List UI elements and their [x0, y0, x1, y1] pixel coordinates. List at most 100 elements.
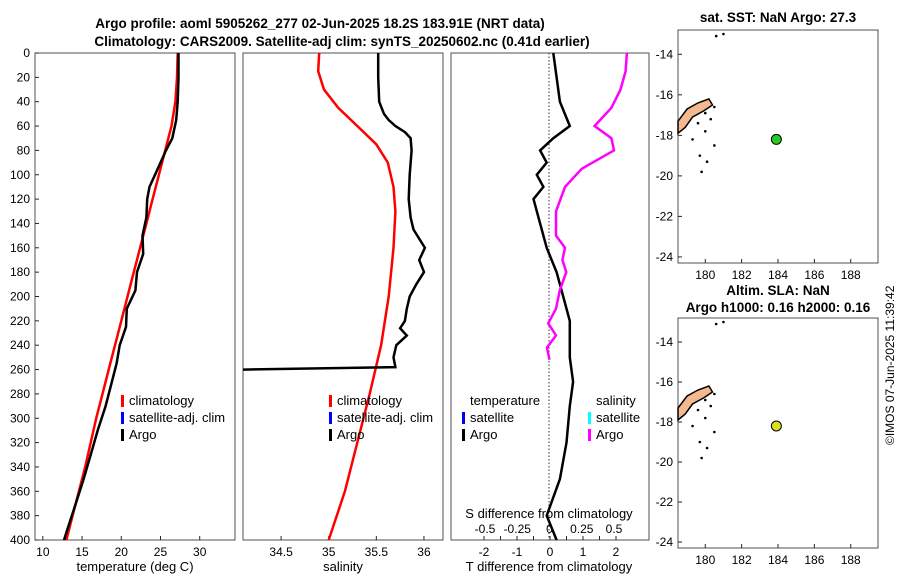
legend-swatch-climatology — [329, 395, 332, 407]
temperature-axis-ticks: 10 15 20 25 30 — [36, 536, 207, 559]
depth-tick-label: 320 — [10, 436, 30, 450]
sla-map-axes-box — [677, 317, 879, 549]
small-island — [705, 446, 709, 450]
small-island — [705, 160, 709, 163]
small-island — [709, 404, 713, 408]
depth-tick-label: 100 — [10, 168, 30, 182]
temperature-xlabel: temperature (deg C) — [76, 559, 193, 574]
figure-title-line2: Climatology: CARS2009. Satellite-adj cli… — [94, 34, 589, 49]
legend-swatch-s-satellite — [588, 412, 591, 424]
depth-tick-label: 300 — [10, 411, 30, 425]
t-difference-xlabel: T difference from climatology — [466, 559, 633, 574]
salinity-tick-label: 36 — [417, 545, 431, 559]
legend-label-satellite: satellite-adj. clim — [129, 410, 225, 425]
latitude-tick-label: -16 — [656, 375, 674, 389]
salinity-axis-ticks: 34.5 35 35.5 36 — [269, 536, 431, 559]
difference-axes-box — [450, 52, 650, 541]
longitude-tick-label: 180 — [695, 268, 715, 282]
small-island — [696, 408, 700, 412]
temperature-legend: climatology satellite-adj. clim Argo — [121, 393, 225, 442]
s-difference-xlabel: S difference from climatology — [465, 506, 633, 521]
legend-swatch-t-argo — [462, 429, 465, 441]
small-island — [713, 144, 716, 147]
argo-float-marker — [770, 133, 782, 145]
depth-tick-label: 160 — [10, 241, 30, 255]
t-difference-line — [532, 52, 575, 541]
fiji-island — [677, 97, 714, 135]
small-island — [691, 138, 694, 141]
depth-tick-label: 180 — [10, 265, 30, 279]
legend-label-argo: Argo — [337, 427, 364, 442]
small-island — [714, 322, 718, 326]
s-diff-tick-label: 0.25 — [570, 522, 594, 536]
small-island — [713, 392, 716, 396]
t-diff-tick-label: -1 — [512, 545, 523, 559]
longitude-tick-label: 180 — [695, 553, 715, 567]
legend-swatch-s-argo — [588, 429, 591, 441]
depth-tick-label: 120 — [10, 192, 30, 206]
small-island — [703, 111, 707, 115]
longitude-tick-label: 186 — [804, 553, 824, 567]
temperature-tick-label: 15 — [75, 545, 89, 559]
latitude-tick-label: -24 — [656, 250, 674, 264]
t-diff-tick-label: 0 — [547, 545, 554, 559]
t-difference-axis-ticks: -2 -1 0 1 2 — [479, 536, 620, 559]
small-island — [703, 130, 707, 133]
small-island — [713, 105, 716, 109]
fiji-island — [677, 385, 714, 422]
legend-swatch-satellite — [329, 412, 332, 424]
t-diff-tick-label: 1 — [580, 545, 587, 559]
temperature-climatology-line — [65, 52, 179, 541]
small-island — [691, 424, 694, 428]
depth-tick-label: 80 — [17, 143, 31, 157]
small-island — [696, 121, 700, 125]
small-island — [698, 440, 702, 444]
legend-label-t-satellite: satellite — [470, 410, 514, 425]
s-difference-line — [545, 52, 629, 361]
longitude-tick-label: 182 — [732, 268, 752, 282]
legend-label-climatology: climatology — [129, 393, 195, 408]
small-island — [700, 170, 703, 174]
small-island — [703, 398, 707, 402]
legend-label-argo: Argo — [129, 427, 156, 442]
s-difference-axis-ticks: -0.5 -0.25 0 0.25 0.5 — [475, 522, 623, 536]
salinity-tick-label: 35.5 — [365, 545, 389, 559]
small-island — [703, 416, 707, 420]
legend-label-s-argo: Argo — [596, 427, 623, 442]
depth-tick-label: 240 — [10, 338, 30, 352]
depth-axis-ticks: 0 20 40 60 80 100 120 140 160 180 200 220 240 260 280 3… — [10, 46, 39, 547]
latitude-tick-label: -20 — [656, 169, 674, 183]
depth-tick-label: 380 — [10, 509, 30, 523]
legend-label-satellite: satellite-adj. clim — [337, 410, 433, 425]
legend-swatch-argo — [121, 429, 124, 441]
small-island — [709, 117, 713, 121]
latitude-tick-label: -18 — [656, 415, 674, 429]
legend-label-s-satellite: satellite — [596, 410, 640, 425]
difference-panel: -2 -1 0 1 2 -0.5 -0.25 0 0.25 0.5 S difference f… — [450, 52, 650, 574]
temperature-tick-label: 25 — [154, 545, 168, 559]
longitude-tick-label: 188 — [841, 553, 861, 567]
longitude-tick-label: 188 — [841, 268, 861, 282]
latitude-tick-label: -18 — [656, 128, 674, 142]
depth-tick-label: 0 — [23, 46, 30, 60]
sst-map-axes-box — [677, 29, 879, 264]
depth-tick-label: 40 — [17, 95, 31, 109]
small-island — [698, 154, 702, 157]
temperature-tick-label: 10 — [36, 545, 50, 559]
depth-tick-label: 280 — [10, 387, 30, 401]
latitude-tick-label: -20 — [656, 455, 674, 469]
s-diff-tick-label: -0.25 — [504, 522, 532, 536]
depth-tick-label: 220 — [10, 314, 30, 328]
sla-map-panel: Altim. SLA: NaN Argo h1000: 0.16 h2000: … — [656, 283, 879, 567]
legend-swatch-t-satellite — [462, 412, 465, 424]
argo-float-marker — [770, 420, 782, 432]
legend-heading-temperature: temperature — [470, 393, 540, 408]
small-island — [722, 320, 725, 324]
s-diff-tick-label: -0.5 — [475, 522, 496, 536]
depth-tick-label: 60 — [17, 119, 31, 133]
legend-swatch-satellite — [121, 412, 124, 424]
legend-label-climatology: climatology — [337, 393, 403, 408]
legend-label-t-argo: Argo — [470, 427, 497, 442]
t-diff-tick-label: 2 — [613, 545, 620, 559]
